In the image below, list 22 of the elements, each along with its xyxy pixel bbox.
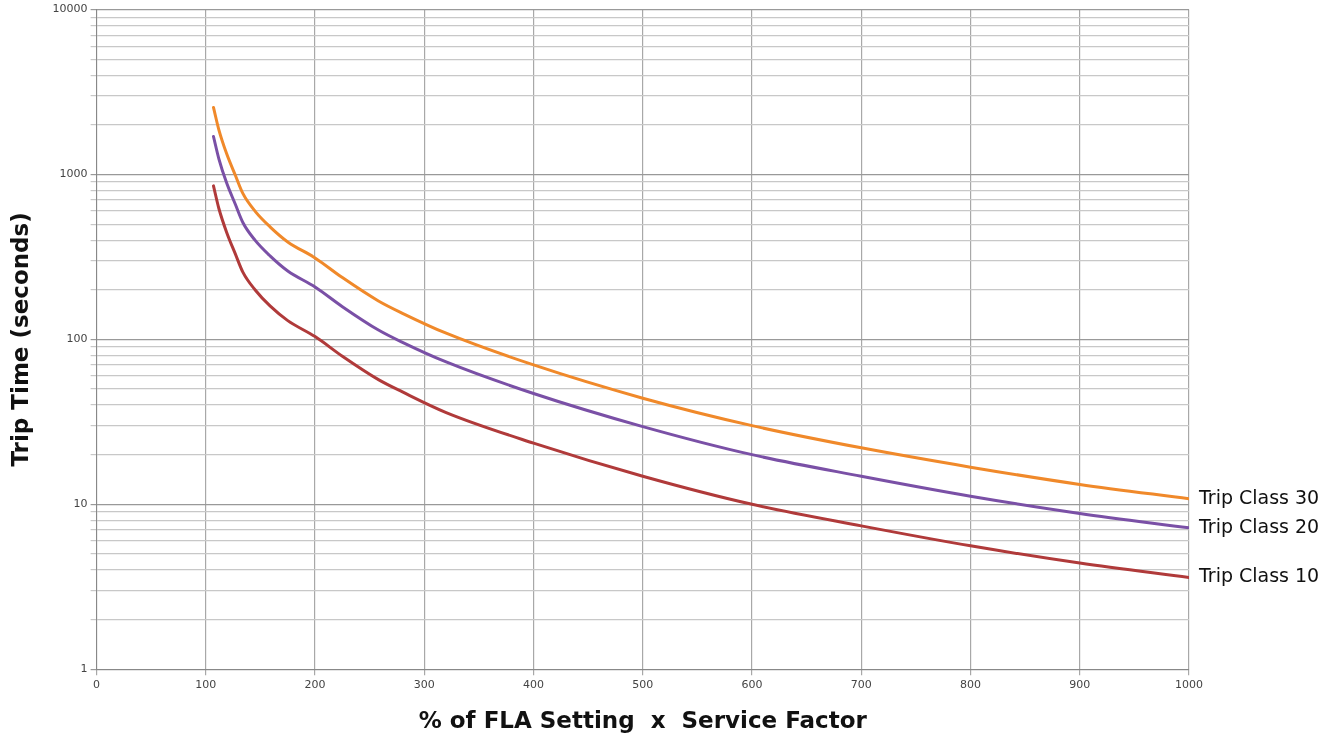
y-tick-label: 1	[80, 662, 88, 676]
x-tick-label: 400	[523, 677, 545, 691]
y-tick-label: 10	[73, 497, 88, 511]
x-tick-label: 1000	[1175, 677, 1203, 691]
line-series	[211, 184, 1189, 579]
x-tick-label: 600	[741, 677, 763, 691]
x-tick-label: 700	[850, 677, 872, 691]
series-label: Trip Class 30	[1198, 485, 1320, 508]
x-tick-label: 100	[195, 677, 217, 691]
y-tick-label: 1000	[59, 167, 88, 181]
x-tick-label: 900	[1069, 677, 1091, 691]
series-label: Trip Class 10	[1198, 564, 1320, 587]
y-axis-title: Trip Time (seconds)	[6, 212, 33, 467]
series-label: Trip Class 20	[1198, 514, 1320, 537]
x-tick-label: 200	[304, 677, 326, 691]
x-axis-title: % of FLA Setting x Service Factor	[418, 707, 868, 734]
x-tick-label: 500	[632, 677, 654, 691]
y-tick-label: 100	[66, 332, 88, 346]
x-tick-label: 0	[93, 677, 101, 691]
x-tick-label: 800	[960, 677, 982, 691]
y-tick-label: 10000	[52, 2, 88, 16]
x-tick-label: 300	[413, 677, 435, 691]
